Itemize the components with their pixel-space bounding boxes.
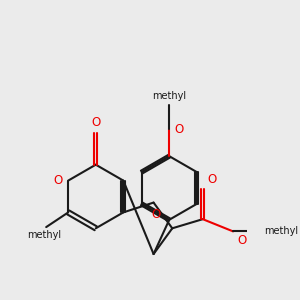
Text: methyl: methyl	[27, 230, 61, 239]
Text: O: O	[174, 123, 183, 136]
Text: methyl: methyl	[152, 91, 186, 101]
Text: O: O	[53, 174, 62, 187]
Text: O: O	[152, 208, 160, 221]
Text: O: O	[208, 173, 217, 186]
Text: O: O	[91, 116, 101, 129]
Text: O: O	[237, 234, 246, 247]
Text: methyl: methyl	[264, 226, 298, 236]
